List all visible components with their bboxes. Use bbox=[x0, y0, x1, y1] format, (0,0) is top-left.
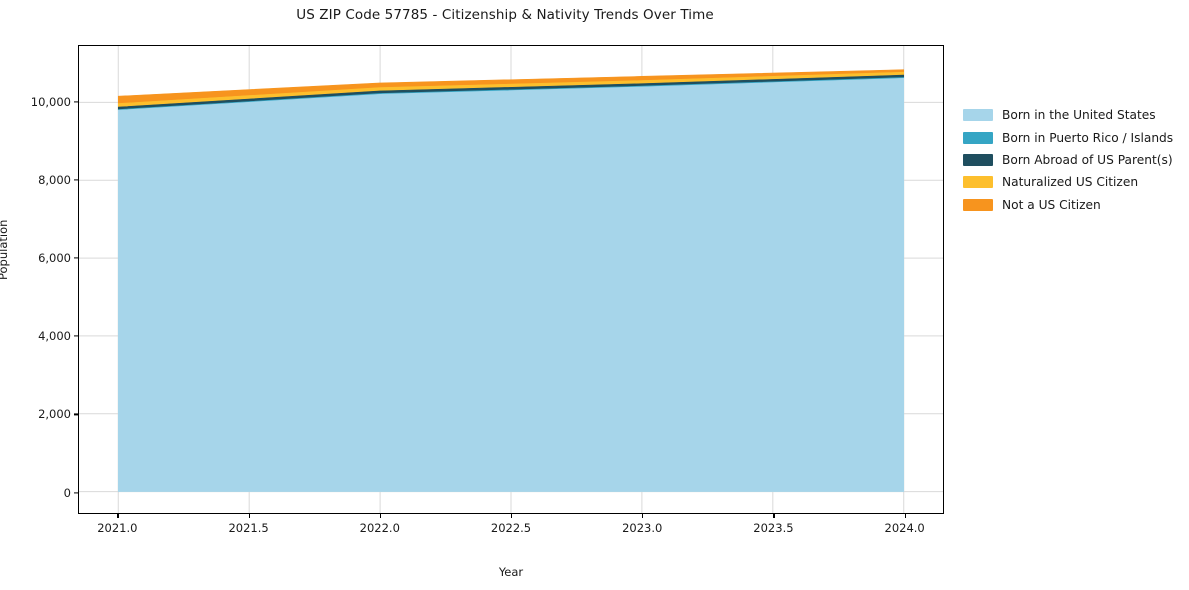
legend-item[interactable]: Not a US Citizen bbox=[963, 194, 1185, 216]
area-band bbox=[117, 77, 905, 492]
legend-swatch bbox=[963, 131, 993, 144]
legend-item[interactable]: Born Abroad of US Parent(s) bbox=[963, 149, 1185, 171]
y-tick-label: 10,000 bbox=[30, 94, 71, 109]
y-axis-label: Population bbox=[0, 219, 10, 280]
y-tick-label: 6,000 bbox=[38, 251, 71, 265]
plot-svg bbox=[79, 46, 943, 513]
legend-label: Born in Puerto Rico / Islands bbox=[1002, 130, 1174, 145]
x-tick-label: 2021.0 bbox=[97, 521, 138, 535]
x-tick-label: 2023.5 bbox=[753, 521, 794, 535]
x-axis-label: Year bbox=[498, 565, 524, 579]
y-tick-mark bbox=[74, 101, 78, 103]
y-tick-mark bbox=[74, 179, 78, 181]
x-tick-mark bbox=[248, 514, 250, 518]
chart-legend: Born in the United States Born in Puerto … bbox=[963, 104, 1185, 216]
legend-item[interactable]: Naturalized US Citizen bbox=[963, 171, 1185, 193]
legend-swatch bbox=[963, 109, 993, 122]
y-tick-mark bbox=[74, 491, 78, 494]
x-tick-mark bbox=[904, 514, 906, 518]
x-tick-label: 2022.5 bbox=[490, 521, 532, 535]
legend-label: Not a US Citizen bbox=[1002, 197, 1101, 212]
chart-title: US ZIP Code 57785 - Citizenship & Nativi… bbox=[296, 7, 714, 23]
legend-label: Born in the United States bbox=[1002, 108, 1156, 123]
stacked-area-series bbox=[117, 69, 905, 492]
legend-swatch bbox=[963, 176, 993, 189]
legend-swatch bbox=[963, 153, 993, 166]
x-tick-label: 2024.0 bbox=[884, 521, 925, 535]
y-tick-label: 8,000 bbox=[38, 172, 71, 187]
x-tick-mark bbox=[379, 514, 381, 518]
x-tick-label: 2021.5 bbox=[228, 521, 269, 535]
x-tick-label: 2022.0 bbox=[359, 521, 400, 535]
x-tick-label: 2023.0 bbox=[622, 521, 663, 535]
y-tick-mark bbox=[74, 257, 78, 259]
legend-item[interactable]: Born in Puerto Rico / Islands bbox=[963, 126, 1185, 148]
y-tick-mark bbox=[74, 413, 78, 415]
y-tick-mark bbox=[74, 335, 78, 337]
legend-swatch bbox=[963, 198, 993, 211]
x-tick-mark bbox=[511, 514, 513, 518]
x-tick-mark bbox=[117, 514, 119, 518]
y-tick-label: 4,000 bbox=[38, 329, 71, 344]
x-tick-mark bbox=[642, 514, 644, 518]
legend-item[interactable]: Born in the United States bbox=[963, 104, 1185, 126]
y-tick-label: 2,000 bbox=[38, 407, 71, 422]
x-tick-mark bbox=[773, 514, 775, 518]
legend-label: Naturalized US Citizen bbox=[1002, 175, 1139, 190]
y-tick-label: 0 bbox=[63, 485, 71, 500]
legend-label: Born Abroad of US Parent(s) bbox=[1002, 152, 1173, 167]
plot-area bbox=[78, 45, 944, 514]
